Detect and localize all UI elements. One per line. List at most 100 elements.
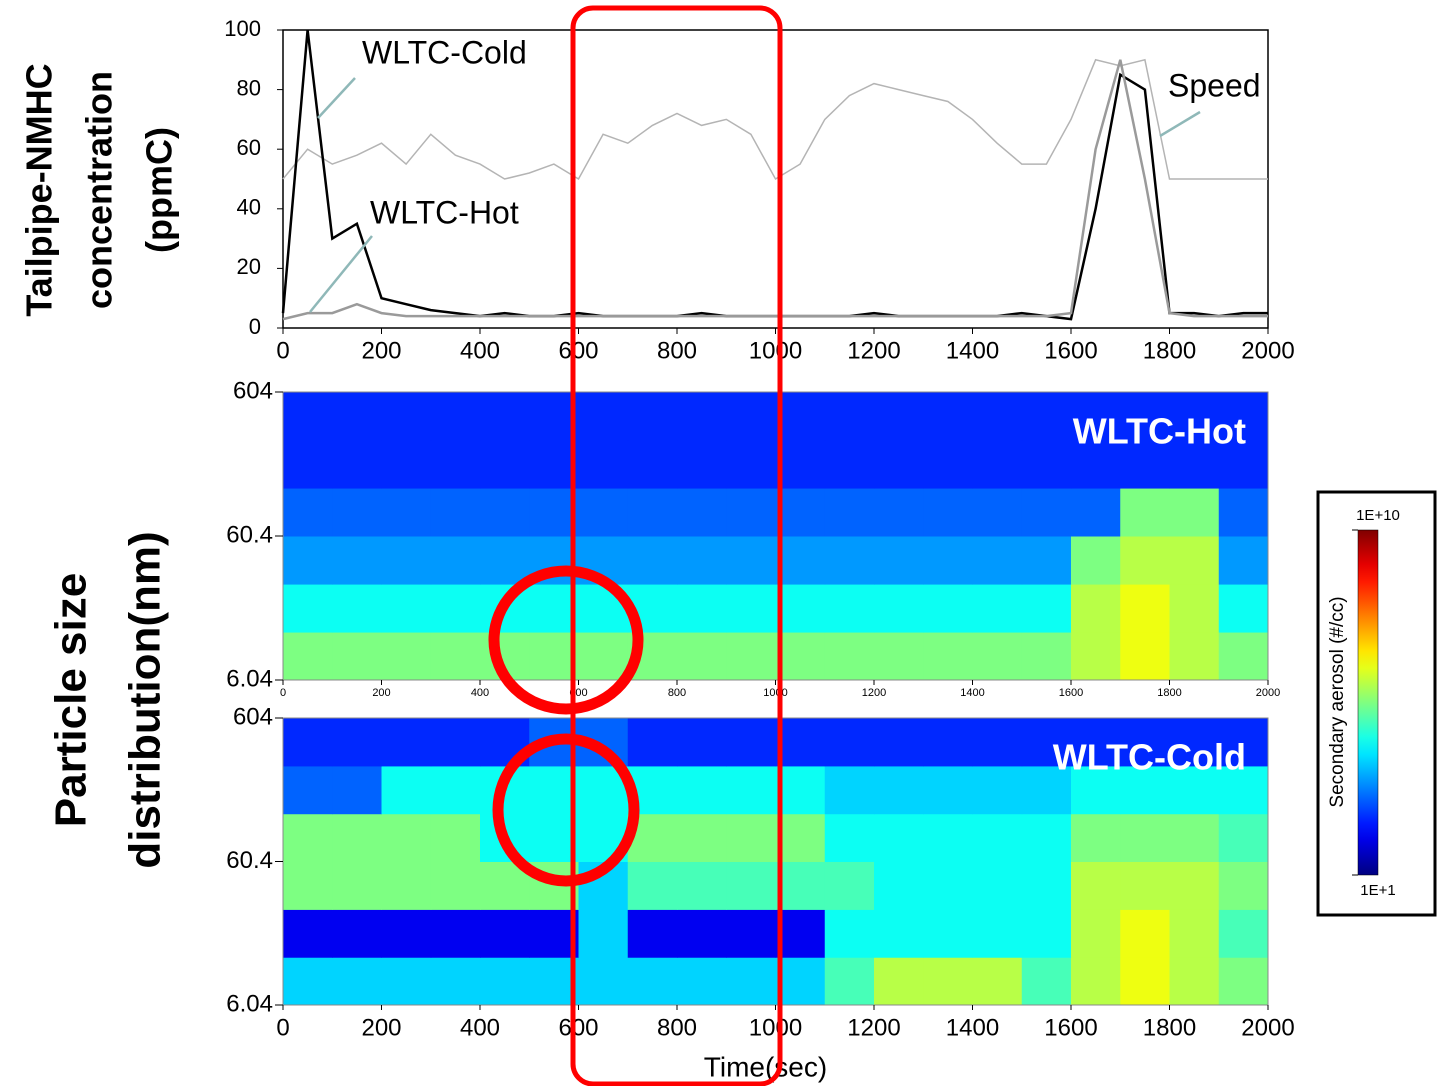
y-tick-label: 80 — [237, 75, 261, 100]
heatmap-cell — [1071, 488, 1121, 537]
heatmap-cell — [824, 632, 875, 681]
heatmap-cell — [775, 488, 826, 537]
y-tick-label: 60.4 — [226, 521, 273, 548]
heatmap-cell — [332, 632, 382, 681]
heatmap-cell — [1071, 861, 1121, 910]
heatmap-cell — [480, 440, 530, 489]
x-tick-label: 1200 — [847, 337, 900, 364]
heatmap-cell — [627, 861, 678, 910]
heatmap-cell — [972, 909, 1023, 958]
heatmap-cell — [726, 536, 776, 585]
heatmap-cell — [1021, 488, 1072, 537]
heatmap-cell — [627, 957, 678, 1006]
heatmap-cell — [923, 909, 973, 958]
series-line — [282, 59, 1268, 321]
heatmap-cell — [972, 440, 1023, 489]
heatmap-cell — [480, 957, 530, 1006]
highlight-overlay — [488, 5, 783, 1086]
heatmap-cell — [1021, 584, 1072, 633]
heatmap-cell — [430, 536, 481, 585]
heatmap-cell — [677, 392, 727, 441]
x-tick-label: 1600 — [1044, 337, 1097, 364]
heatmap-cell — [332, 861, 382, 910]
heatmap-cell — [480, 392, 530, 441]
heatmap-cell — [677, 861, 727, 910]
colorbar-tick-label: 1E+10 — [1356, 507, 1400, 524]
heatmap-cell — [381, 536, 432, 585]
x-tick-label: 800 — [657, 337, 697, 364]
heatmap-cell — [1071, 440, 1121, 489]
heatmap-cell — [1120, 718, 1170, 767]
heatmap-cell — [1071, 813, 1121, 862]
heatmap-cell — [283, 861, 333, 910]
heatmap-cell — [726, 718, 776, 767]
heatmap-cell — [972, 718, 1023, 767]
heatmap-cell — [381, 584, 432, 633]
heatmap-cell — [578, 909, 629, 958]
x-tick-label: 1200 — [847, 1014, 900, 1041]
x-tick-label: 1600 — [1044, 1014, 1097, 1041]
heatmap-cell — [1120, 765, 1170, 815]
y-axis-label: (ppmC) — [139, 127, 180, 253]
x-tick-label: 1800 — [1143, 1014, 1196, 1041]
x-tick-label: 1000 — [749, 1014, 802, 1041]
heatmap-cell — [824, 909, 875, 958]
highlight-rect — [570, 5, 783, 1086]
heatmap-cell — [1218, 488, 1269, 537]
heatmap-cell — [1120, 392, 1170, 441]
x-tick-label: 400 — [460, 337, 500, 364]
heatmap-cell — [775, 632, 826, 681]
heatmap-cell — [430, 392, 481, 441]
heatmap-cell — [430, 718, 481, 767]
heatmap-cell — [923, 632, 973, 681]
heatmap-cell — [578, 632, 629, 681]
heatmap-cell — [1120, 488, 1170, 537]
heatmap-cell — [430, 488, 481, 537]
heatmap-cell — [283, 632, 333, 681]
series-line — [282, 58, 1268, 181]
heatmap-cell — [1021, 392, 1072, 441]
heatmap-cell — [627, 536, 678, 585]
heatmap-cell — [1169, 536, 1220, 585]
heatmap-cell — [627, 440, 678, 489]
heatmap-cell — [824, 861, 875, 910]
heatmap-cell — [1218, 957, 1269, 1006]
heatmap-cell — [824, 488, 875, 537]
x-tick-label: 1600 — [1059, 687, 1083, 699]
y-tick-label: 20 — [237, 254, 261, 279]
x-tick-label: 200 — [372, 687, 390, 699]
heatmap-cell — [726, 488, 776, 537]
panel-label: WLTC-Hot — [1073, 411, 1246, 452]
heatmap-cell — [824, 957, 875, 1006]
heatmap-cell — [923, 957, 973, 1006]
y-tick-label: 604 — [233, 703, 273, 730]
x-tick-label: 200 — [361, 1014, 401, 1041]
heatmap-cell — [430, 909, 481, 958]
heatmap-cell — [775, 536, 826, 585]
heatmap-cell — [874, 536, 924, 585]
heatmap-cell — [923, 861, 973, 910]
heatmap-cell — [874, 632, 924, 681]
heatmap-cell — [1071, 392, 1121, 441]
heatmap-cell — [1169, 861, 1220, 910]
heatmap-cell — [677, 909, 727, 958]
heatmap-cell — [381, 909, 432, 958]
heatmap-cell — [332, 392, 382, 441]
heatmap-cell — [283, 957, 333, 1006]
heatmap-cell — [923, 536, 973, 585]
heatmap-cell — [283, 392, 333, 441]
x-tick-label: 0 — [276, 337, 289, 364]
x-tick-label: 1800 — [1157, 687, 1181, 699]
y-axis-label: Tailpipe-NMHC — [19, 63, 60, 316]
heatmap-cell — [775, 584, 826, 633]
heatmap-cell — [578, 488, 629, 537]
annotation: WLTC-Hot — [370, 194, 519, 230]
x-tick-label: 0 — [276, 1014, 289, 1041]
heatmap-cell — [1218, 909, 1269, 958]
heatmap-cell — [480, 909, 530, 958]
heatmap-cell — [627, 909, 678, 958]
annotation: Speed — [1168, 67, 1261, 103]
x-axis-label: Time(sec) — [704, 1051, 827, 1082]
heatmap-cell — [1071, 584, 1121, 633]
heatmap-cell — [1218, 861, 1269, 910]
